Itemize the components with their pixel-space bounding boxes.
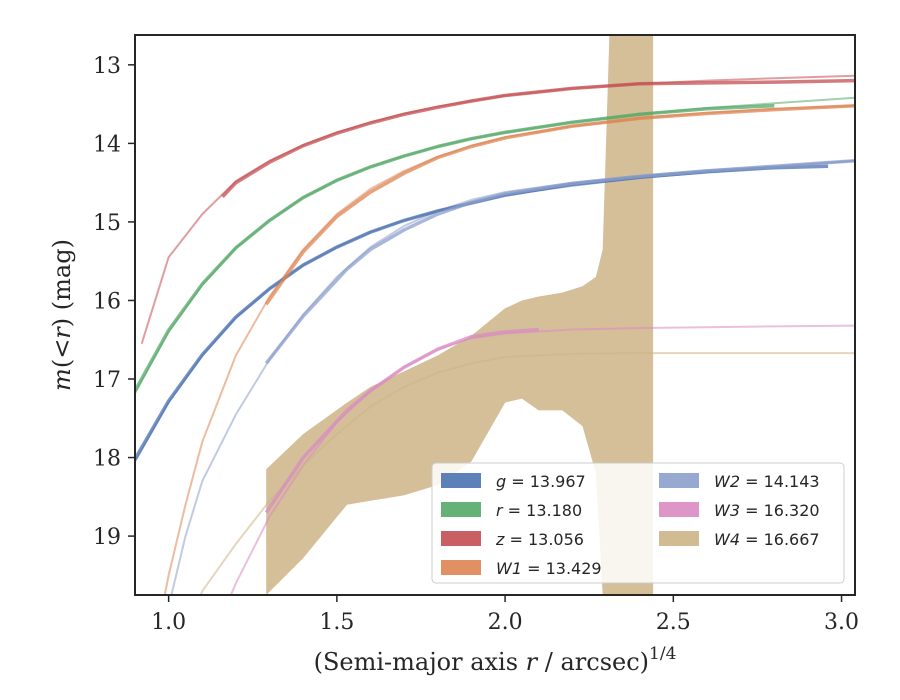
legend-label-w4: W4 = 16.667	[714, 530, 820, 549]
x-tick-label: 2.5	[656, 610, 691, 635]
y-tick-label: 14	[93, 132, 121, 157]
legend-label-r: r = 13.180	[496, 501, 582, 520]
series-w2-line	[264, 158, 855, 365]
x-axis-label: (Semi-major axis r / arcsec)1/4	[314, 644, 677, 676]
x-axis: 1.0 1.5 2.0 2.5 3.0	[151, 595, 859, 635]
y-axis: 13 14 15 16 17 18 19	[93, 54, 135, 550]
legend-label-w2: W2 = 14.143	[714, 472, 820, 491]
legend-label-g: g = 13.967	[496, 472, 586, 491]
series-w3-line	[264, 327, 539, 514]
y-tick-label: 18	[93, 447, 121, 472]
plot-frame	[134, 34, 856, 596]
series-w4-model-line	[199, 352, 855, 595]
series-z-line	[221, 78, 855, 199]
series-r-line	[135, 103, 775, 392]
y-axis-label: m(<r) (mag)	[48, 239, 76, 391]
plot-area	[135, 35, 855, 595]
legend-label-z: z = 13.056	[495, 530, 584, 549]
legend-swatch-w4	[659, 531, 699, 546]
x-tick-label: 2.0	[488, 610, 523, 635]
y-tick-label: 13	[93, 54, 121, 79]
x-tick-label: 1.0	[151, 610, 186, 635]
y-tick-label: 16	[93, 289, 121, 314]
legend: g = 13.967 r = 13.180 z = 13.056 W1 = 13.42…	[431, 462, 845, 584]
y-tick-label: 19	[93, 525, 121, 550]
series-w1-line	[264, 103, 855, 306]
y-tick-label: 17	[93, 368, 121, 393]
legend-box	[431, 462, 845, 584]
legend-swatch-r	[441, 502, 481, 517]
legend-swatch-w3	[659, 502, 699, 517]
legend-swatch-w1	[441, 560, 481, 575]
legend-label-w1: W1 = 13.429	[496, 559, 602, 578]
legend-swatch-g	[441, 473, 481, 488]
legend-swatch-z	[441, 531, 481, 546]
x-tick-label: 1.5	[319, 610, 354, 635]
x-tick-label: 3.0	[824, 610, 859, 635]
legend-swatch-w2	[659, 473, 699, 488]
legend-label-w3: W3 = 16.320	[714, 501, 820, 520]
y-tick-label: 15	[93, 211, 121, 236]
series-w4-band	[266, 35, 654, 595]
